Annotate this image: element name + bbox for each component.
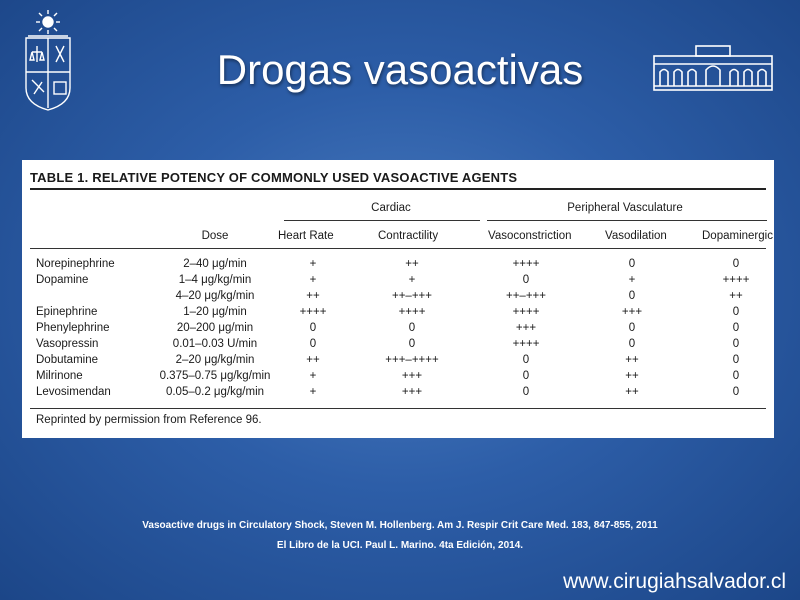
vasoconstriction-value: ++++ (512, 258, 540, 270)
contractility-value: ++ (405, 258, 419, 270)
heart-rate-value: + (309, 258, 317, 270)
group-peripheral: Peripheral Vasculature (567, 202, 683, 214)
contractility-value: ++++ (398, 306, 426, 318)
potency-table: TABLE 1. RELATIVE POTENCY OF COMMONLY US… (22, 160, 774, 438)
vasodilation-value: ++ (625, 386, 639, 398)
col-dopaminergic: Dopaminergic (702, 230, 773, 242)
contractility-value: +++–++++ (385, 354, 439, 366)
dose-value: 0.05–0.2 μg/kg/min (165, 386, 265, 398)
heart-rate-value: + (309, 370, 317, 382)
dose-value: 1–4 μg/kg/min (178, 274, 252, 286)
group-cardiac: Cardiac (371, 202, 411, 214)
vasodilation-value: 0 (628, 322, 636, 334)
col-heart-rate: Heart Rate (278, 230, 334, 242)
dose-value: 0.01–0.03 U/min (172, 338, 258, 350)
vasoconstriction-value: ++++ (512, 338, 540, 350)
table-caption: TABLE 1. RELATIVE POTENCY OF COMMONLY US… (30, 168, 766, 190)
university-crest-icon (25, 10, 71, 111)
table-footnote: Reprinted by permission from Reference 9… (36, 414, 262, 426)
vasoconstriction-value: ++–+++ (506, 290, 546, 302)
contractility-value: + (408, 274, 416, 286)
hospital-building-icon (653, 45, 773, 91)
contractility-value: +++ (401, 386, 423, 398)
contractility-value: +++ (401, 370, 423, 382)
dose-value: 4–20 μg/kg/min (175, 290, 255, 302)
heart-rate-value: 0 (309, 338, 317, 350)
dose-value: 2–40 μg/min (183, 258, 247, 270)
slide-title: Drogas vasoactivas (216, 46, 584, 93)
heart-rate-value: 0 (309, 322, 317, 334)
dopaminergic-value: 0 (732, 386, 740, 398)
col-vasodilation: Vasodilation (605, 230, 667, 242)
dose-value: 20–200 μg/min (176, 322, 254, 334)
col-contractility: Contractility (378, 230, 439, 242)
vasodilation-value: 0 (628, 290, 636, 302)
vasodilation-value: 0 (628, 338, 636, 350)
agent-name: Levosimendan (36, 386, 111, 398)
contractility-value: 0 (408, 322, 416, 334)
vasodilation-value: ++ (625, 354, 639, 366)
dopaminergic-value: 0 (732, 322, 740, 334)
heart-rate-value: ++ (306, 354, 320, 366)
agent-name: Epinephrine (36, 306, 98, 318)
agent-name: Dopamine (36, 274, 89, 286)
dopaminergic-value: 0 (732, 370, 740, 382)
heart-rate-value: + (309, 274, 317, 286)
vasoconstriction-value: 0 (522, 274, 530, 286)
heart-rate-value: ++ (306, 290, 320, 302)
vasodilation-value: +++ (621, 306, 643, 318)
reference-2: El Libro de la UCI. Paul L. Marino. 4ta … (276, 540, 524, 551)
agent-name: Phenylephrine (36, 322, 110, 334)
col-dose: Dose (201, 230, 229, 242)
dose-value: 2–20 μg/kg/min (175, 354, 255, 366)
vasoconstriction-value: 0 (522, 354, 530, 366)
vasoconstriction-value: ++++ (512, 306, 540, 318)
dose-value: 0.375–0.75 μg/kg/min (159, 370, 271, 382)
dopaminergic-value: ++++ (722, 274, 750, 286)
agent-name: Milrinone (36, 370, 83, 382)
col-vasoconstriction: Vasoconstriction (488, 230, 572, 242)
vasodilation-value: 0 (628, 258, 636, 270)
vasodilation-value: ++ (625, 370, 639, 382)
website-url: www.cirugiahsalvador.cl (563, 570, 786, 593)
agent-name: Norepinephrine (36, 258, 115, 270)
vasodilation-value: + (628, 274, 636, 286)
vasoconstriction-value: 0 (522, 386, 530, 398)
dopaminergic-value: 0 (732, 354, 740, 366)
heart-rate-value: + (309, 386, 317, 398)
dopaminergic-value: 0 (732, 258, 740, 270)
dopaminergic-value: ++ (729, 290, 743, 302)
reference-1: Vasoactive drugs in Circulatory Shock, S… (142, 520, 658, 531)
agent-name: Vasopressin (36, 338, 99, 350)
contractility-value: 0 (408, 338, 416, 350)
vasoconstriction-value: +++ (515, 322, 537, 334)
vasoconstriction-value: 0 (522, 370, 530, 382)
dopaminergic-value: 0 (732, 306, 740, 318)
agent-name: Dobutamine (36, 354, 99, 366)
dose-value: 1–20 μg/min (183, 306, 247, 318)
contractility-value: ++–+++ (392, 290, 432, 302)
dopaminergic-value: 0 (732, 338, 740, 350)
heart-rate-value: ++++ (299, 306, 327, 318)
